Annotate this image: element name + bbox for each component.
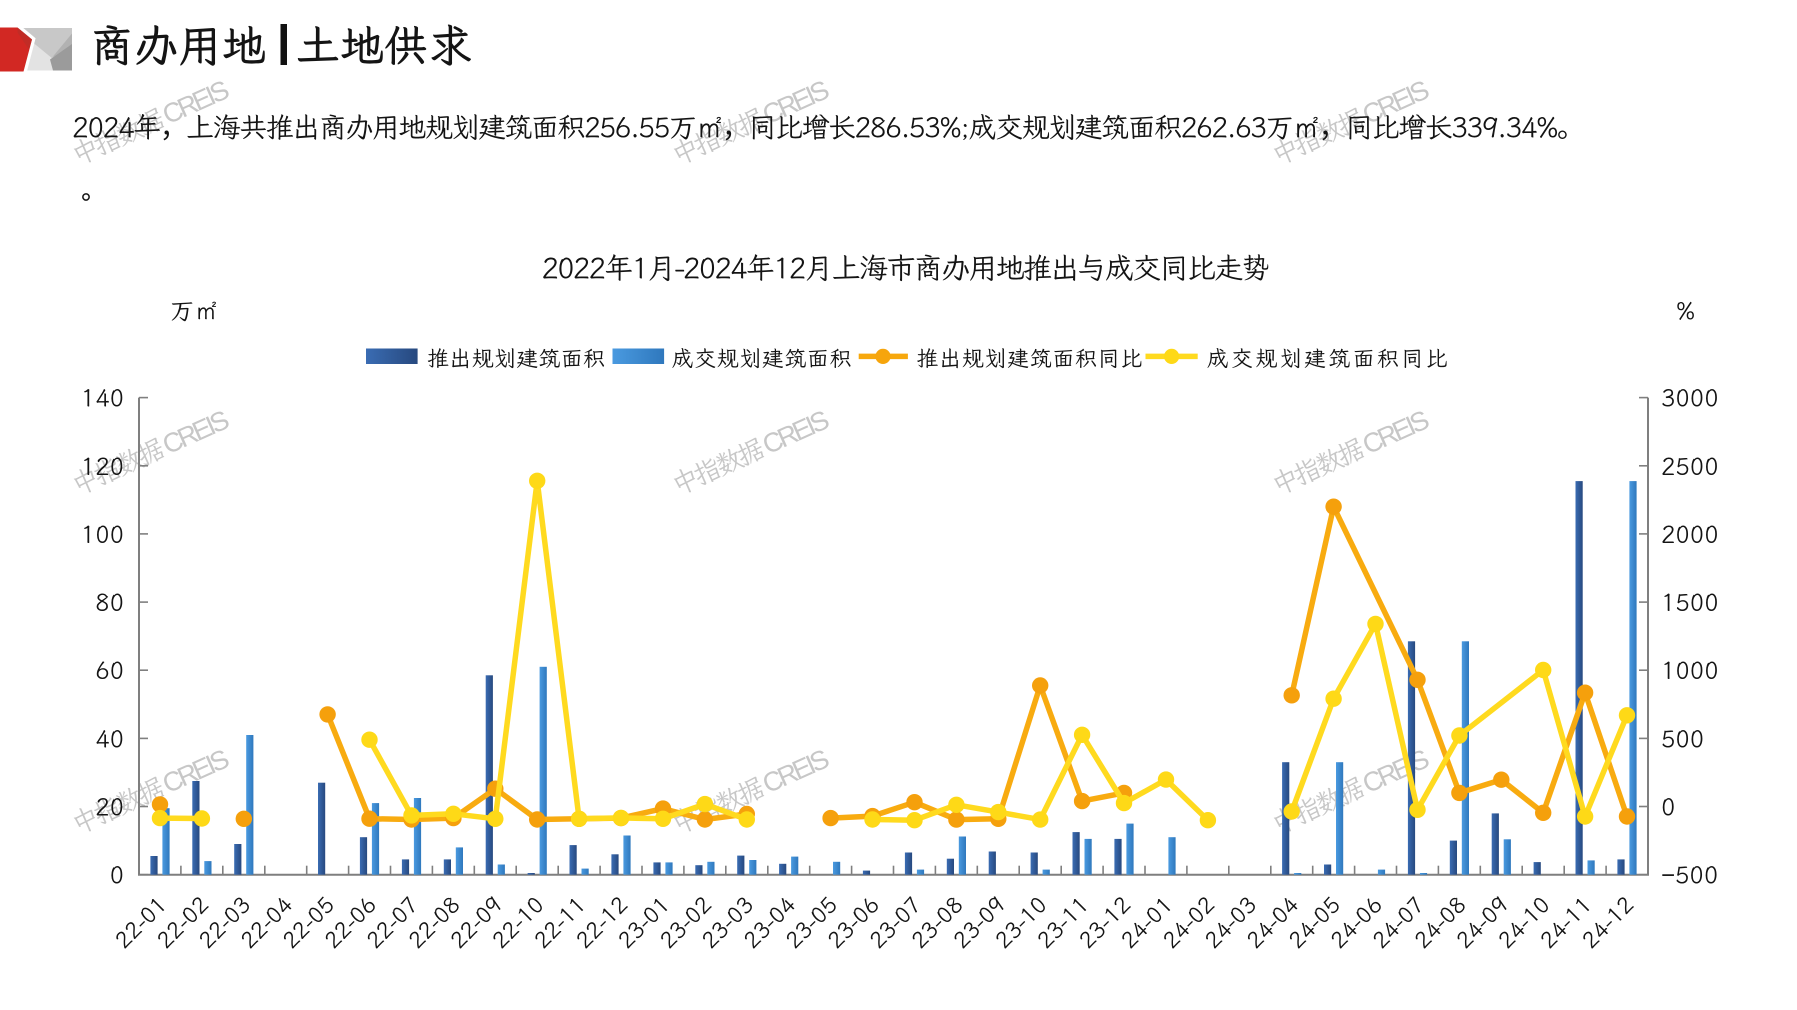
svg-text:推出规划建筑面积: 推出规划建筑面积: [427, 344, 605, 373]
svg-text:土地供求: 土地供求: [296, 16, 472, 74]
svg-text:2000: 2000: [1661, 517, 1719, 549]
svg-text:140: 140: [81, 381, 124, 413]
svg-text:40: 40: [95, 722, 124, 754]
svg-text:成交规划建筑面积同比: 成交规划建筑面积同比: [1207, 344, 1448, 373]
svg-text:中指数据 CREIS: 中指数据 CREIS: [667, 404, 835, 501]
svg-text:推出规划建筑面积同比: 推出规划建筑面积同比: [916, 344, 1142, 373]
svg-text:120: 120: [81, 449, 124, 481]
svg-text:1500: 1500: [1661, 586, 1719, 618]
svg-text:0: 0: [1661, 790, 1675, 822]
svg-text:2024年，上海共推出商办用地规划建筑面积256.55万㎡，: 2024年，上海共推出商办用地规划建筑面积256.55万㎡，同比增长286.53…: [72, 106, 1585, 146]
svg-text:中指数据 CREIS: 中指数据 CREIS: [1267, 404, 1435, 501]
svg-text:2022年1月−2024年12月上海市商办用地推出与成交同比: 2022年1月−2024年12月上海市商办用地推出与成交同比走势: [542, 249, 1271, 287]
svg-text:80: 80: [95, 586, 124, 618]
svg-text:500: 500: [1661, 722, 1704, 754]
svg-text:3000: 3000: [1661, 381, 1719, 413]
svg-text:成交规划建筑面积: 成交规划建筑面积: [672, 344, 852, 373]
svg-text:20: 20: [95, 790, 124, 822]
svg-text:100: 100: [81, 517, 124, 549]
svg-text:−500: −500: [1661, 858, 1718, 890]
svg-text:60: 60: [95, 654, 124, 686]
svg-text:。: 。: [72, 178, 100, 215]
svg-text:1000: 1000: [1661, 654, 1719, 686]
svg-text:%: %: [1676, 294, 1695, 326]
svg-text:中指数据 CREIS: 中指数据 CREIS: [67, 743, 235, 840]
svg-text:商办用地: 商办用地: [90, 16, 266, 74]
svg-text:0: 0: [110, 858, 124, 890]
svg-text:2500: 2500: [1661, 449, 1719, 481]
svg-text:万㎡: 万㎡: [170, 294, 218, 326]
